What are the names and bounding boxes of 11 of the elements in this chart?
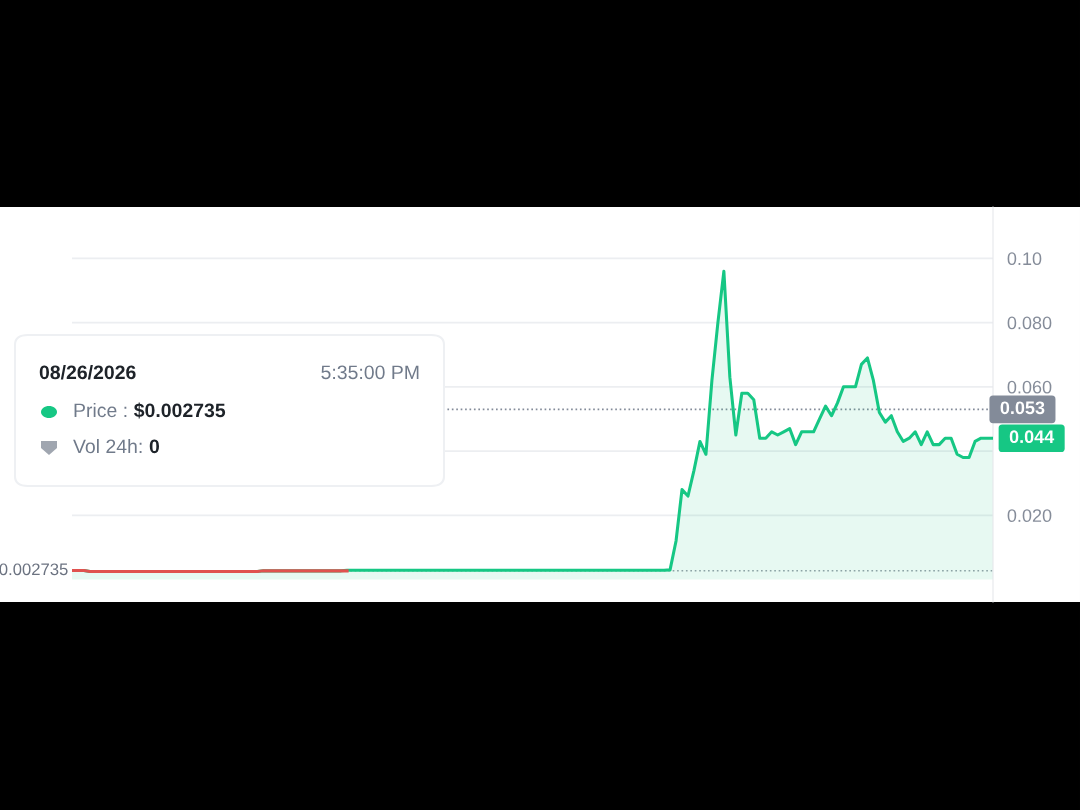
annotation: 5:35:00 PM	[321, 365, 419, 380]
annotation: Vol 24h: 0	[73, 438, 160, 454]
y-tick-label: 0.10	[1007, 252, 1042, 266]
y-tick-label: 0.060	[1007, 380, 1052, 394]
ref-line-label: 0.002735	[0, 563, 68, 576]
annotation: Price : $0.002735	[74, 402, 226, 419]
ref-line-label: 0.053	[1000, 401, 1045, 415]
text: 0.044	[1009, 430, 1055, 444]
annotation: 08/26/2026	[39, 364, 136, 380]
y-tick-label: 0.080	[1007, 316, 1052, 330]
y-tick-label: 0.020	[1007, 509, 1052, 523]
